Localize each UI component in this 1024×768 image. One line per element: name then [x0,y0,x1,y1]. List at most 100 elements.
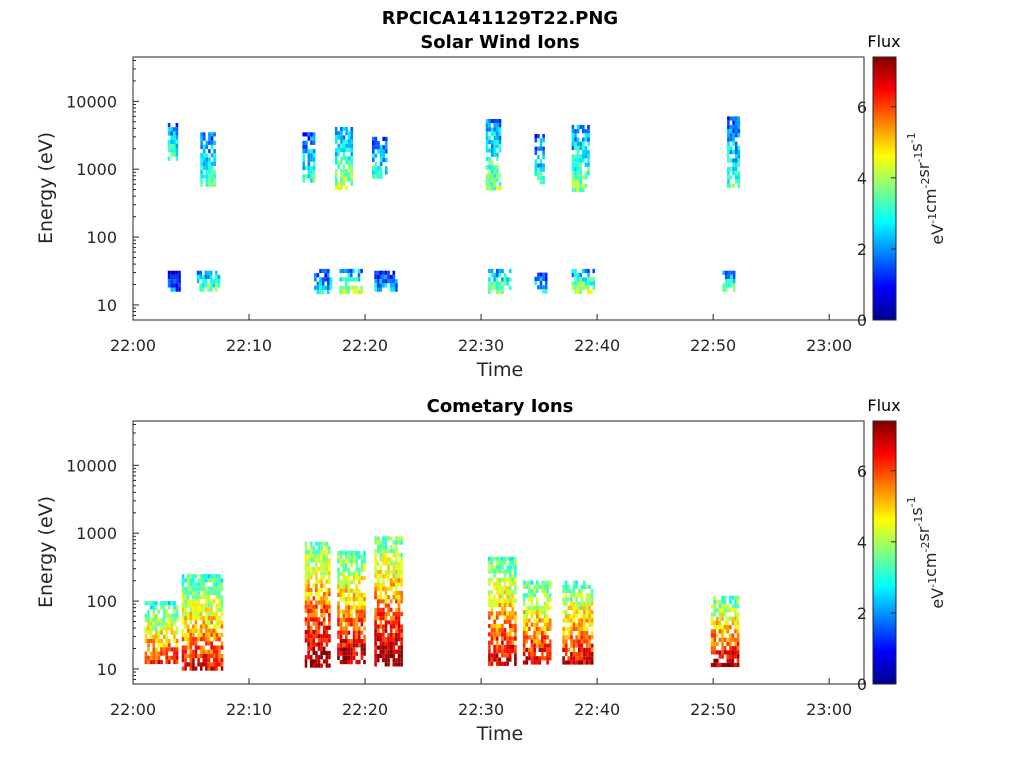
colorbar-tick-label: 6 [857,98,867,117]
heatmap-cell [320,596,323,601]
heatmap-cell [200,182,203,187]
heatmap-cell [212,616,216,621]
heatmap-cell [199,616,203,621]
heatmap-cell [347,613,351,618]
heatmap-cell [212,283,215,288]
heatmap-cell [495,565,499,570]
heatmap-cell [493,173,497,178]
heatmap-cell [567,656,571,661]
heatmap-cell [721,616,724,621]
heatmap-cell [575,643,578,648]
heatmap-cell [199,637,203,642]
heatmap-cell [514,653,517,658]
heatmap-cell [729,124,733,129]
heatmap-cell [377,170,380,175]
heatmap-cell [495,277,499,282]
colorbar-tick-label: 6 [857,462,867,481]
heatmap-cell [355,285,358,290]
heatmap-cell [350,597,353,602]
heatmap-cell [379,565,383,570]
heatmap-cell [340,139,343,144]
heatmap-cell [310,132,313,137]
heatmap-cell [496,123,499,128]
heatmap-cell [376,645,380,650]
heatmap-cell [202,132,206,137]
heatmap-cell [376,283,380,288]
heatmap-cell [503,644,507,650]
heatmap-cell [307,165,311,171]
heatmap-cell [734,162,738,167]
heatmap-cell [488,177,491,182]
heatmap-cell [352,647,356,652]
heatmap-cell [202,653,206,659]
heatmap-cell [575,639,578,644]
heatmap-cell [360,285,363,290]
heatmap-cell [584,129,588,134]
heatmap-cell [340,177,343,182]
heatmap-cell [363,605,366,610]
heatmap-cell [498,577,502,582]
heatmap-cell [503,653,507,658]
heatmap-cell [147,655,150,660]
heatmap-cell [205,174,209,179]
heatmap-cell [534,167,538,172]
heatmap-cell [194,649,198,654]
heatmap-cell [376,279,380,284]
heatmap-cell [546,622,549,627]
heatmap-cell [328,575,331,580]
heatmap-cell [726,629,729,634]
heatmap-cell [345,622,348,627]
heatmap-cell [210,653,213,659]
heatmap-cell [170,135,173,140]
heatmap-cell [538,584,542,589]
heatmap-cell [736,662,740,668]
heatmap-cell [577,610,581,615]
heatmap-cell [337,143,341,148]
heatmap-cell [576,175,580,180]
heatmap-cell [572,601,576,606]
heatmap-cell [340,135,343,140]
heatmap-cell [395,536,398,541]
heatmap-cell [186,641,190,646]
heatmap-cell [342,126,346,132]
heatmap-cell [506,598,509,603]
heatmap-cell [376,653,380,659]
heatmap-cell [304,659,308,664]
heatmap-cell [345,563,348,568]
heatmap-cell [342,618,345,623]
heatmap-cell [577,652,581,657]
heatmap-cell [496,131,499,136]
heatmap-cell [544,281,548,286]
heatmap-cell [577,601,581,606]
heatmap-cell [379,607,383,612]
heatmap-cell [376,287,380,292]
heatmap-cell [721,629,724,634]
heatmap-cell [337,655,340,660]
heatmap-cell [721,641,724,647]
heatmap-cell [360,618,364,623]
heatmap-cell [508,581,512,587]
heatmap-cell [400,590,403,596]
heatmap-cell [716,641,719,647]
heatmap-cell [340,185,343,190]
heatmap-cell [312,638,316,643]
heatmap-cell [320,583,323,588]
heatmap-cell [374,287,377,292]
heatmap-cell [337,571,340,576]
heatmap-cell [583,610,586,615]
heatmap-cell [144,601,148,606]
heatmap-cell [384,611,388,617]
heatmap-cell [716,616,719,621]
heatmap-cell [173,622,176,627]
heatmap-cell [212,653,216,659]
heatmap-cell [488,148,491,153]
heatmap-cell [587,285,590,290]
heatmap-cell [194,586,198,591]
heatmap-cell [736,629,740,634]
heatmap-cell [710,620,714,626]
heatmap-cell [316,285,320,290]
heatmap-cell [305,132,308,137]
heatmap-cell [498,661,502,666]
heatmap-cell [397,624,401,629]
